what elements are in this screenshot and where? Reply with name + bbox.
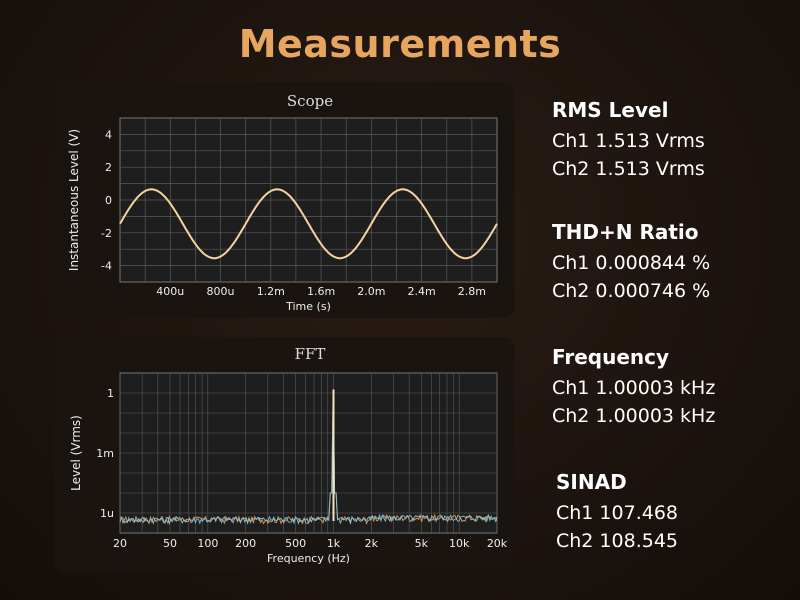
scope-xtick-label: 1.6m — [307, 285, 335, 298]
thdn-ratio-ch2: Ch2 0.000746 % — [552, 280, 711, 302]
scope-xtick-label: 800u — [207, 285, 235, 298]
scope-ytick-label: -4 — [101, 260, 112, 273]
scope-xtick-label: 400u — [156, 285, 184, 298]
scope-chart: Scope 4 2 0 -2 -4 400u 800u 1.2m 1.6m 2.0m 2.4m 2.8m… — [67, 92, 498, 313]
sinad-readout: SINAD Ch1 107.468 Ch2 108.545 — [556, 470, 678, 558]
fft-ylabel: Level (Vrms) — [69, 415, 83, 491]
fft-xtick-label: 2k — [365, 537, 379, 550]
scope-ytick-label: 2 — [105, 161, 112, 174]
scope-ytick-label: 4 — [105, 128, 112, 141]
fft-xtick-label: 50 — [163, 537, 177, 550]
scope-ytick-label: 0 — [105, 194, 112, 207]
scope-title: Scope — [287, 92, 333, 110]
frequency-readout: Frequency Ch1 1.00003 kHz Ch2 1.00003 kH… — [552, 345, 715, 433]
fft-xlabel: Frequency (Hz) — [267, 552, 350, 565]
rms-level-ch2: Ch2 1.513 Vrms — [552, 158, 705, 180]
fft-xtick-label: 20 — [113, 537, 127, 550]
fft-ytick-label: 1m — [96, 447, 114, 460]
fft-xtick-label: 10k — [449, 537, 470, 550]
fft-trace-2 — [119, 389, 498, 526]
scope-trace — [119, 188, 498, 260]
page-title: Measurements — [238, 22, 562, 66]
fft-xtick-label: 100 — [197, 537, 218, 550]
sinad-ch2: Ch2 108.545 — [556, 530, 679, 552]
frequency-label: Frequency — [552, 345, 670, 369]
fft-xtick-label: 200 — [235, 537, 256, 550]
scope-ylabel: Instantaneous Level (V) — [67, 129, 81, 271]
fft-xtick-label: 20k — [487, 537, 508, 550]
scope-xtick-label: 2.8m — [458, 285, 486, 298]
fft-xtick-label: 5k — [415, 537, 429, 550]
sinad-label: SINAD — [556, 470, 627, 494]
rms-level-ch1: Ch1 1.513 Vrms — [552, 130, 705, 152]
thdn-ratio-ch1: Ch1 0.000844 % — [552, 252, 711, 274]
fft-ytick-label: 1u — [100, 507, 114, 520]
sinad-ch1: Ch1 107.468 — [556, 502, 679, 524]
scope-xlabel: Time (s) — [285, 300, 331, 313]
thdn-ratio-readout: THD+N Ratio Ch1 0.000844 % Ch2 0.000746 … — [552, 220, 710, 308]
scope-xtick-label: 2.4m — [407, 285, 435, 298]
rms-level-readout: RMS Level Ch1 1.513 Vrms Ch2 1.513 Vrms — [552, 98, 705, 186]
thdn-ratio-label: THD+N Ratio — [552, 220, 699, 244]
frequency-ch1: Ch1 1.00003 kHz — [552, 377, 716, 399]
rms-level-label: RMS Level — [552, 98, 669, 122]
scope-xtick-label: 2.0m — [357, 285, 385, 298]
fft-panel: FFT 1 1m 1u 20 50 100 200 500 1k 2k 5k 10k 20k Frequen… — [54, 337, 514, 572]
fft-xtick-label: 500 — [285, 537, 306, 550]
frequency-ch2: Ch2 1.00003 kHz — [552, 405, 716, 427]
scope-ytick-label: -2 — [101, 227, 112, 240]
fft-chart: FFT 1 1m 1u 20 50 100 200 500 1k 2k 5k 10k 20k Frequen… — [69, 345, 508, 565]
fft-title: FFT — [295, 345, 326, 363]
scope-panel: Scope 4 2 0 -2 -4 400u 800u 1.2m 1.6m 2.0m 2.4m 2.8m… — [54, 82, 514, 318]
fft-ytick-label: 1 — [107, 387, 114, 400]
fft-xtick-label: 1k — [327, 537, 341, 550]
scope-xtick-label: 1.2m — [257, 285, 285, 298]
